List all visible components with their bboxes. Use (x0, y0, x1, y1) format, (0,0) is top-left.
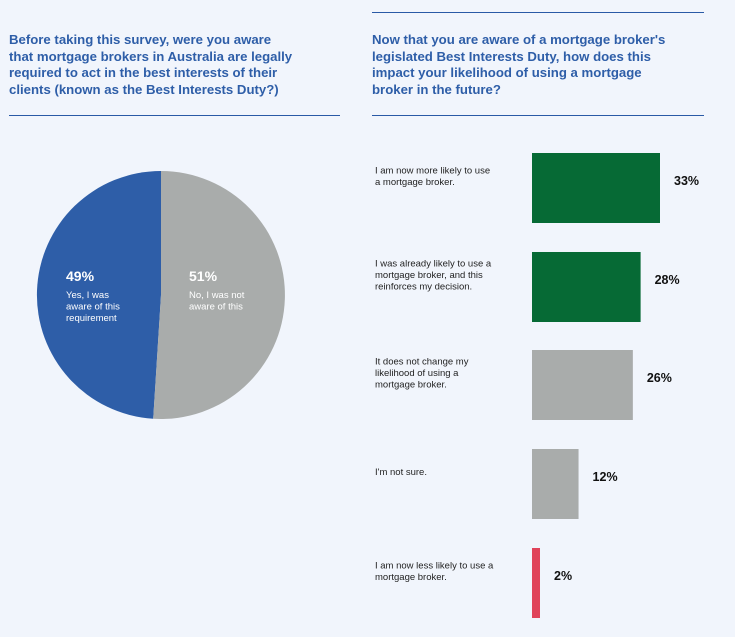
bar-category-label: I am now less likely to use a (375, 560, 494, 571)
bar-value-label: 12% (593, 470, 618, 484)
bar (532, 153, 660, 223)
pie-slice-label: No, I was not (189, 290, 245, 301)
right-question-line: broker in the future? (372, 81, 501, 97)
pie-slice (36, 170, 161, 419)
bar (532, 449, 579, 519)
bar-category-label: I was already likely to use a (375, 259, 492, 270)
bar-category-label: It does not change my (375, 357, 469, 368)
bar-category-label: reinforces my decision. (375, 282, 472, 293)
bar-category-label: a mortgage broker. (375, 177, 455, 188)
pie-slice-label: requirement (66, 313, 117, 324)
bar-category-label: likelihood of using a (375, 368, 459, 379)
top-rule-right (372, 12, 704, 13)
bar-category-label: mortgage broker. (375, 380, 447, 391)
pie-slice-label: Yes, I was (66, 290, 109, 301)
right-divider (372, 115, 704, 116)
pie-percent-label: 49% (66, 268, 95, 284)
left-question-title: Before taking this survey, were you awar… (9, 32, 354, 98)
right-question-title: Now that you are aware of a mortgage bro… (372, 32, 717, 98)
pie-slice-label: aware of this (66, 302, 120, 313)
bar-value-label: 33% (674, 174, 699, 188)
pie-slice-label: aware of this (189, 302, 243, 313)
bar (532, 548, 540, 618)
bar-value-label: 28% (655, 273, 680, 287)
bar (532, 252, 641, 322)
right-question-line: Now that you are aware of a mortgage bro… (372, 32, 666, 47)
left-question-line: Before taking this survey, were you awar… (9, 32, 272, 47)
bar (532, 350, 633, 420)
right-question-line: legislated Best Interests Duty, how does… (372, 48, 651, 64)
bar-category-label: I'm not sure. (375, 467, 427, 478)
pie-slice (153, 171, 285, 419)
bar-category-label: mortgage broker, and this (375, 270, 483, 281)
left-question-line: clients (known as the Best Interests Dut… (9, 81, 279, 97)
right-question-line: impact your likelihood of using a mortga… (372, 65, 642, 81)
pie-percent-label: 51% (189, 268, 218, 284)
bar-value-label: 2% (554, 569, 572, 583)
bar-value-label: 26% (647, 371, 672, 385)
left-question-line: required to act in the best interests of… (9, 65, 278, 81)
left-question-line: that mortgage brokers in Australia are l… (9, 48, 293, 64)
bar-category-label: mortgage broker. (375, 572, 447, 583)
left-divider (9, 115, 340, 116)
bar-category-label: I am now more likely to use (375, 165, 490, 176)
